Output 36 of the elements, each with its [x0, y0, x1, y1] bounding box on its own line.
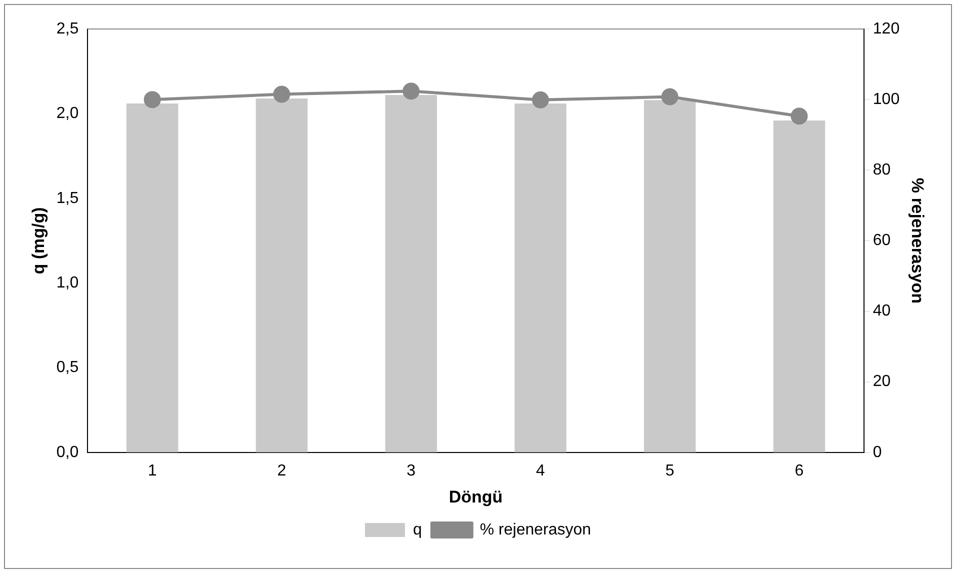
- y2-tick-label: 80: [872, 162, 891, 179]
- point: [532, 91, 549, 108]
- y2-tick-label: 40: [872, 302, 891, 320]
- y-tick-label: 2,5: [56, 20, 79, 38]
- bar: [644, 100, 696, 452]
- bar: [385, 95, 437, 452]
- bar: [126, 104, 178, 452]
- y-tick-label: 2,0: [56, 105, 79, 122]
- x-tick-label: 3: [406, 462, 416, 480]
- point: [273, 86, 290, 103]
- y-tick-label: 1,0: [56, 274, 79, 292]
- bar: [514, 104, 566, 452]
- y2-tick-label: 120: [872, 20, 900, 38]
- y-tick-label: 1,5: [56, 190, 79, 207]
- x-tick-label: 5: [665, 462, 674, 480]
- x-tick-label: 6: [794, 462, 804, 480]
- y-tick-label: 0,5: [56, 359, 79, 376]
- x-tick-label: 2: [277, 462, 286, 480]
- point: [790, 108, 808, 125]
- y2-tick-label: 100: [872, 90, 900, 108]
- x-tick-label: 1: [148, 462, 157, 480]
- point: [144, 91, 161, 108]
- x-axis-title: Döngü: [448, 487, 503, 506]
- legend-label: % rejenerasyon: [480, 521, 592, 538]
- y-axis-title: q (mg/g): [28, 207, 48, 274]
- legend-label: q: [412, 521, 422, 538]
- x-tick-label: 4: [536, 462, 546, 480]
- y2-tick-label: 0: [872, 444, 882, 461]
- bar: [256, 98, 308, 452]
- y2-tick-label: 20: [872, 373, 891, 390]
- y2-axis-title: % rejenerasyon: [908, 178, 928, 304]
- point: [661, 88, 678, 106]
- bar: [773, 120, 826, 452]
- y-tick-label: 0,0: [56, 444, 79, 461]
- y2-tick-label: 60: [872, 232, 891, 250]
- point: [402, 82, 420, 100]
